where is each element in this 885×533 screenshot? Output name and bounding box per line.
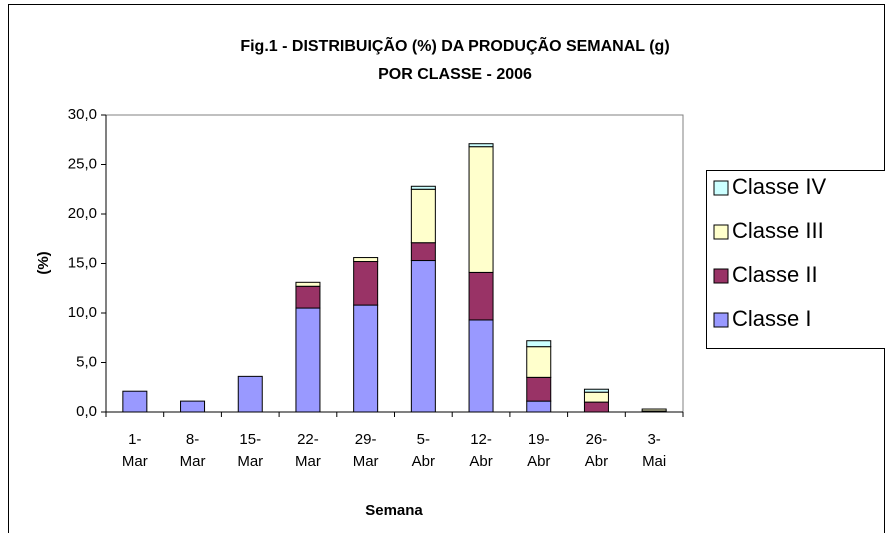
bar-segment [122, 390, 148, 413]
y-tick-label: 20,0 [68, 205, 97, 222]
legend-swatch [713, 224, 729, 240]
bar-segment [468, 319, 494, 413]
y-tick-label: 25,0 [68, 155, 97, 172]
x-tick-label: 22-Mar [295, 431, 321, 470]
bar-segment [468, 143, 494, 148]
bar-segment [526, 400, 552, 413]
bar-segment [295, 281, 321, 287]
bar-segment [410, 260, 436, 413]
bar-segment [353, 304, 379, 413]
legend-label: Classe I [732, 306, 811, 331]
y-tick-label: 10,0 [68, 304, 97, 321]
x-tick-label: 15-Mar [237, 431, 263, 470]
bar-segment [468, 146, 494, 273]
bar-segment [237, 375, 263, 413]
bar-segment [410, 185, 436, 190]
y-tick-label: 5,0 [76, 353, 97, 370]
plot-area [105, 114, 684, 413]
legend-label: Classe II [732, 262, 818, 287]
x-tick-label: 19-Abr [527, 431, 550, 470]
legend-swatch [713, 180, 729, 196]
bar-segment [410, 242, 436, 262]
bar-segment [583, 388, 609, 393]
chart-title: Fig.1 - DISTRIBUIÇÃO (%) DA PRODUÇÃO SEM… [240, 35, 669, 55]
bar-segment [526, 376, 552, 402]
bar-segment [468, 271, 494, 321]
bar-segment [295, 307, 321, 413]
legend-box [706, 170, 885, 349]
bar-segment [295, 285, 321, 309]
bar-segment [526, 340, 552, 348]
x-tick-label: 12-Abr [469, 431, 492, 470]
y-tick-label: 0,0 [76, 403, 97, 420]
y-tick-label: 15,0 [68, 254, 97, 271]
legend-label: Classe III [732, 218, 824, 243]
bar-segment [410, 188, 436, 244]
x-axis-label: Semana [365, 502, 423, 519]
x-tick-label: 26-Abr [585, 431, 608, 470]
legend-swatch [713, 268, 729, 284]
y-axis-label: (%) [35, 251, 52, 274]
bar-segment [641, 408, 667, 412]
x-tick-label: 29-Mar [353, 431, 379, 470]
chart-title: POR CLASSE - 2006 [378, 66, 532, 83]
x-tick-label: 8-Mar [180, 431, 206, 470]
bar-segment [583, 401, 609, 413]
bar-segment [583, 391, 609, 403]
bar-segment [353, 257, 379, 263]
bar-segment [526, 346, 552, 378]
x-tick-label: 3-Mai [642, 431, 666, 470]
x-tick-label: 5-Abr [412, 431, 435, 470]
legend-label: Classe IV [732, 174, 826, 199]
y-tick-label: 30,0 [68, 106, 97, 123]
x-tick-label: 1-Mar [122, 431, 148, 470]
bar-segment [353, 261, 379, 306]
bar-segment [180, 400, 206, 413]
legend-swatch [713, 312, 729, 328]
